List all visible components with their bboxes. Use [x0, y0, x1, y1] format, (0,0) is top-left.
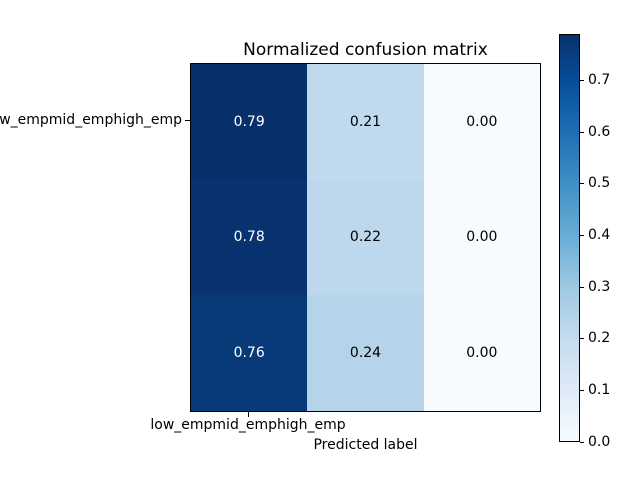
matrix-cell: 0.21 — [307, 64, 424, 180]
heatmap: 0.79 0.21 0.00 0.78 0.22 0.00 0.76 0.24 0.00 — [190, 63, 541, 412]
x-tick-mark — [248, 412, 249, 417]
colorbar-tick-mark — [580, 286, 584, 288]
matrix-cell: 0.00 — [423, 295, 540, 411]
colorbar-tick-label: 0.5 — [588, 175, 611, 192]
colorbar-tick-label: 0.0 — [588, 433, 611, 450]
colorbar-tick-label: 0.1 — [588, 381, 611, 398]
colorbar-tick-label: 0.2 — [588, 330, 611, 347]
colorbar-tick-mark — [580, 234, 584, 236]
matrix-cell: 0.76 — [191, 295, 308, 411]
colorbar-tick-label: 0.7 — [588, 71, 611, 88]
x-axis-label: Predicted label — [313, 437, 418, 453]
chart-title: Normalized confusion matrix — [243, 40, 488, 60]
colorbar-tick-mark — [580, 79, 584, 81]
matrix-cell: 0.00 — [423, 179, 540, 296]
colorbar-tick-mark — [580, 183, 584, 185]
colorbar-tick-mark — [580, 338, 584, 340]
matrix-cell: 0.00 — [423, 64, 540, 180]
x-tick-label: low_empmid_emphigh_emp — [150, 417, 346, 433]
colorbar-tick-label: 0.4 — [588, 226, 611, 243]
matrix-cell: 0.78 — [191, 179, 308, 296]
matrix-cell: 0.24 — [307, 295, 424, 411]
colorbar-tick-mark — [580, 441, 584, 443]
matrix-cell: 0.79 — [191, 64, 308, 180]
colorbar-tick-mark — [580, 131, 584, 133]
colorbar-tick-mark — [580, 389, 584, 391]
matrix-cell: 0.22 — [307, 179, 424, 296]
colorbar-tick-label: 0.6 — [588, 123, 611, 140]
colorbar-tick-label: 0.3 — [588, 278, 611, 295]
y-tick-label: low_empmid_emphigh_emp — [0, 112, 182, 128]
y-tick-mark — [185, 120, 190, 121]
colorbar — [559, 34, 580, 442]
